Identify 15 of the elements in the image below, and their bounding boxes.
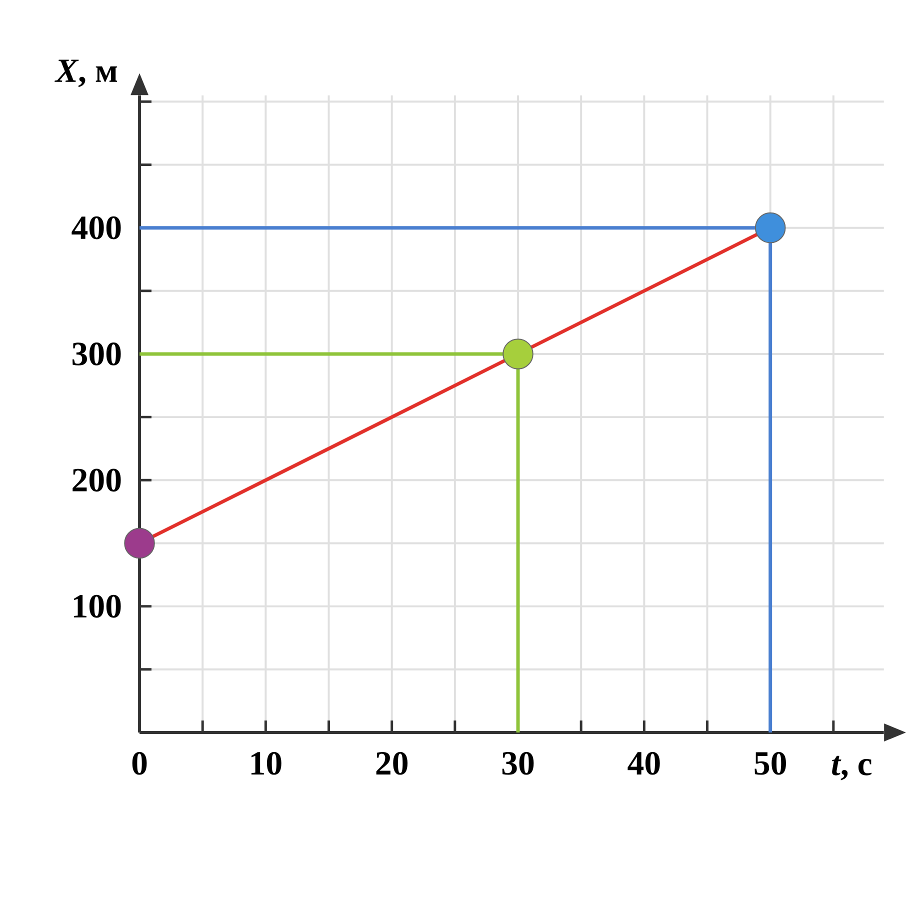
y-axis-title: X, м <box>54 60 118 88</box>
x-tick-label: 0 <box>132 752 147 775</box>
y-tick-label: 100 <box>74 594 121 618</box>
y-tick-label: 300 <box>72 342 121 366</box>
y-tick-label: 400 <box>72 216 121 240</box>
x-tick-label: 50 <box>754 752 786 775</box>
x-tick-label: 20 <box>376 752 408 775</box>
point <box>124 528 155 559</box>
point <box>754 212 786 244</box>
point <box>502 338 534 370</box>
x-tick-label: 30 <box>502 752 534 775</box>
y-tick-label: 200 <box>72 468 121 492</box>
x-axis-title: t, с <box>832 756 872 780</box>
x-tick-label: 10 <box>251 752 282 775</box>
x-tick-label: 40 <box>628 752 660 775</box>
